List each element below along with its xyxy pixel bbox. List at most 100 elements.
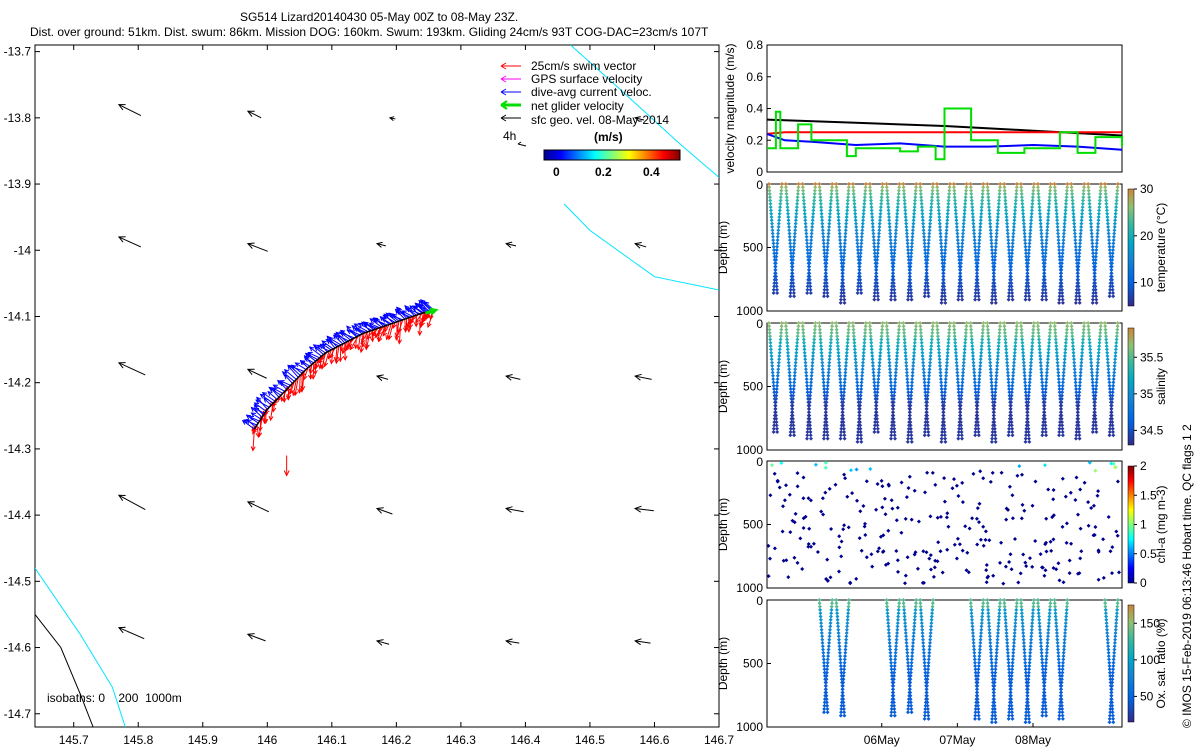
profile-dot <box>779 321 784 325</box>
profile-dot <box>1072 224 1077 229</box>
profile-dot <box>789 420 794 425</box>
profile-dot <box>1107 238 1112 243</box>
profile-dot <box>993 291 998 295</box>
geo-vector-head <box>633 505 642 513</box>
profile-dot <box>1057 244 1061 249</box>
profile-dot <box>808 433 813 438</box>
swim-vector-head <box>250 446 256 452</box>
profile-dot <box>1047 191 1052 196</box>
profile-dot <box>888 234 893 239</box>
profile-dot <box>861 208 866 213</box>
profile-dot <box>893 238 898 243</box>
profile-dot <box>1087 205 1092 210</box>
profile-dot <box>997 191 1002 196</box>
profile-dot <box>991 281 996 286</box>
profile-dot <box>839 294 844 299</box>
geo-vector-head <box>375 639 384 646</box>
current-vector-head <box>379 315 385 321</box>
map-y-tick-label: -14.4 <box>4 508 32 522</box>
map-axes-box <box>34 44 720 728</box>
profile-dot <box>839 251 843 256</box>
profile-dot <box>978 224 983 229</box>
profile-dot <box>1019 191 1024 196</box>
profile-dot <box>1011 234 1016 239</box>
profile-dot <box>838 383 843 388</box>
profile-dot <box>871 234 876 239</box>
current-vector <box>355 327 367 333</box>
profile-dot <box>989 241 994 246</box>
profile-dot <box>788 244 793 249</box>
profile-dot <box>1072 228 1077 233</box>
profile-dot <box>990 254 995 259</box>
profile-dot <box>923 251 928 256</box>
profile-dot <box>930 188 935 193</box>
profile-dot <box>1008 267 1013 272</box>
profile-dot <box>859 234 864 239</box>
profile-dot <box>1015 182 1019 186</box>
profile-dot <box>872 297 877 302</box>
swim-vector-head <box>413 322 419 328</box>
swim-vector-head <box>377 330 383 336</box>
profile-dot <box>873 281 878 286</box>
profile-dot <box>809 436 813 441</box>
profile-dot <box>989 244 994 249</box>
map-x-tick-label: 146.1 <box>317 733 347 747</box>
profile-dot <box>935 195 940 200</box>
profile-dot <box>818 337 823 342</box>
profile-colorbar <box>1127 465 1135 584</box>
profile-dot <box>878 211 883 216</box>
profile-dot <box>991 271 996 276</box>
profile-dot <box>1071 211 1076 216</box>
profile-dot <box>1089 221 1093 226</box>
profile-dot <box>903 208 908 213</box>
profile-dot <box>835 198 840 203</box>
profile-dot <box>962 208 967 213</box>
profile-dot <box>1058 274 1063 279</box>
profile-dot <box>893 297 897 302</box>
map-y-tick-label: -14.1 <box>4 309 32 323</box>
profile-dot <box>940 254 945 259</box>
profile-dot <box>772 284 777 289</box>
profile-dot <box>1027 238 1032 243</box>
profile-dot <box>970 201 974 206</box>
profile-dot <box>821 241 826 246</box>
profile-dot <box>820 367 825 372</box>
profile-dot <box>1069 182 1074 186</box>
profile-dot <box>1045 224 1050 229</box>
profile-dot <box>929 208 933 213</box>
profile-dot <box>1006 244 1011 249</box>
profile-dot <box>895 205 900 210</box>
geo-vector-head <box>246 110 255 117</box>
profile-dot <box>1060 251 1065 256</box>
profile-dot <box>878 215 883 219</box>
profile-dot <box>887 224 892 229</box>
profile-dot <box>852 340 857 345</box>
profile-dot <box>813 185 818 190</box>
swim-vector-head <box>408 323 414 330</box>
profile-dot <box>845 205 850 210</box>
profile-dot <box>1074 294 1079 299</box>
profile-dot <box>824 403 829 408</box>
profile-dot <box>805 426 810 431</box>
profile-dot <box>1028 221 1033 226</box>
profile-dot <box>936 205 941 210</box>
profile-dot <box>1021 221 1026 226</box>
profile-dot <box>771 291 776 295</box>
profile-dot <box>825 387 830 391</box>
current-vector-shaft <box>369 322 380 329</box>
profile-dot <box>788 291 793 295</box>
current-vector <box>404 307 421 315</box>
current-vector-shaft <box>314 346 324 355</box>
profile-dot <box>842 244 847 249</box>
profile-dot <box>788 238 792 243</box>
profile-dot <box>820 224 825 229</box>
profile-dot <box>939 244 944 249</box>
current-vector <box>253 408 265 414</box>
velocity-y-label: velocity magnitude (m/s) <box>723 43 737 173</box>
profile-dot <box>858 248 863 252</box>
profile-dot <box>1114 198 1119 203</box>
profile-dot <box>825 433 830 438</box>
profile-dot <box>943 251 947 256</box>
profile-dot <box>784 191 789 196</box>
profile-dot <box>1044 241 1049 246</box>
